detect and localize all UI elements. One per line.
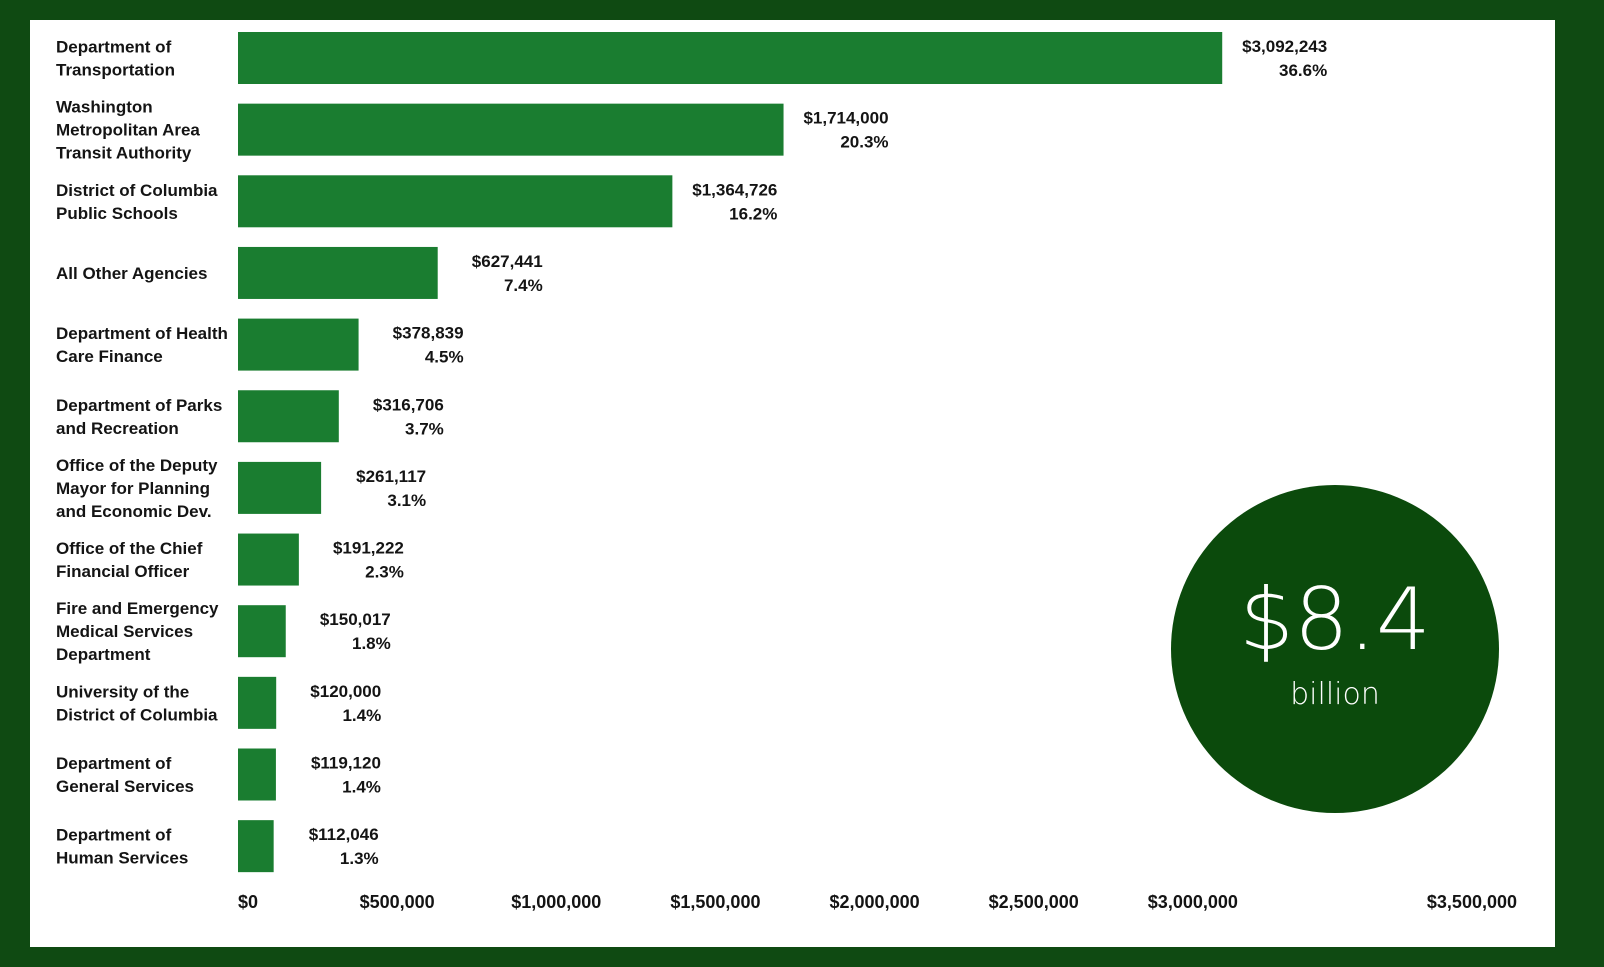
category-label: Department of Parks and Recreation [56,396,222,438]
percent-label: 1.8% [352,634,391,653]
category-label: Department of Human Services [56,826,188,868]
x-tick-label: $2,000,000 [830,892,920,912]
bar [238,820,274,873]
x-tick-label: $1,000,000 [511,892,601,912]
category-label: University of the District of Columbia [56,682,218,724]
category-label: All Other Agencies [56,264,207,283]
bar [238,748,276,801]
bar [238,533,299,586]
category-label: Department of Transportation [56,38,175,80]
percent-label: 1.3% [340,849,379,868]
value-label: $3,092,243 [1242,37,1327,56]
x-tick-label: $2,500,000 [989,892,1079,912]
category-label: Department of General Services [56,754,194,796]
bar [238,175,673,228]
bar [238,390,339,443]
chart-frame: Department of Transportation $3,092,243 36.… [30,20,1555,947]
total-unit: billion [1290,676,1380,712]
bar [238,32,1223,84]
category-label: Office of the Chief Financial Officer [56,539,203,581]
bar [238,318,359,371]
value-label: $119,120 [311,754,381,773]
category-label: Washington Metropolitan Area Transit Autho… [56,98,200,163]
percent-label: 4.5% [425,348,464,367]
category-label: Fire and Emergency Medical Services Depart… [56,599,219,664]
x-tick-label: $3,500,000 [1427,892,1517,912]
x-tick-label: $1,500,000 [670,892,760,912]
bar-chart: Department of Transportation $3,092,243 36.… [56,32,1517,912]
value-label: $112,046 [309,825,379,844]
bar [238,103,784,156]
x-tick-label: $3,000,000 [1148,892,1238,912]
percent-label: 3.1% [387,491,426,510]
percent-label: 20.3% [840,133,888,152]
bar [238,605,286,658]
value-label: $150,017 [320,610,391,629]
category-label: Department of Health Care Finance [56,324,228,366]
value-label: $378,839 [393,324,464,343]
percent-label: 3.7% [405,419,444,438]
category-label: District of Columbia Public Schools [56,181,218,223]
value-label: $1,714,000 [803,109,888,128]
percent-label: 36.6% [1279,61,1327,80]
percent-label: 2.3% [365,563,404,582]
value-label: $120,000 [310,682,381,701]
percent-label: 16.2% [729,204,777,223]
percent-label: 1.4% [342,706,381,725]
value-label: $191,222 [333,539,404,558]
category-label: Office of the Deputy Mayor for Planning an… [56,456,218,521]
total-amount: $8.4 [1239,569,1431,670]
total-badge: $8.4 billion [1171,485,1499,813]
percent-label: 1.4% [342,778,381,797]
bar [238,246,438,299]
bar [238,676,277,729]
x-tick-label: $500,000 [360,892,435,912]
percent-label: 7.4% [504,276,543,295]
value-label: $1,364,726 [692,180,777,199]
bar [238,461,322,514]
value-label: $627,441 [472,252,543,271]
value-label: $261,117 [356,467,426,486]
x-tick-label: $0 [238,892,258,912]
value-label: $316,706 [373,395,444,414]
